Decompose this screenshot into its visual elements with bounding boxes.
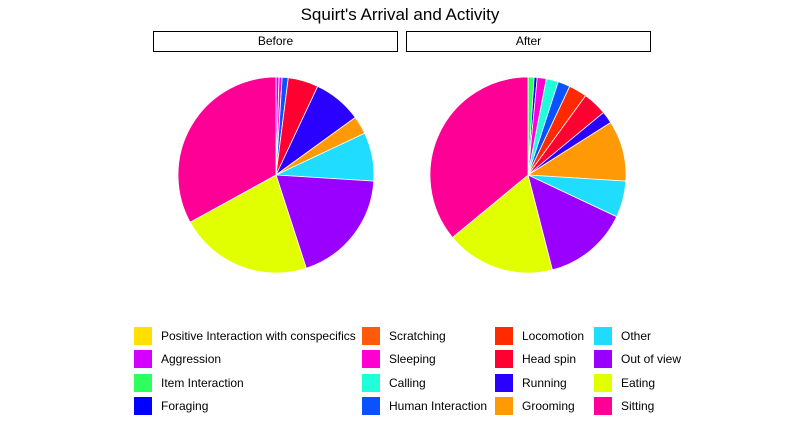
pie-slice-before-eating: [189, 174, 307, 274]
chart-title: Squirt's Arrival and Activity: [300, 5, 500, 24]
pie-before: [177, 76, 375, 274]
panel-strip-before: Before: [153, 31, 398, 52]
pie-slice-after-out-of-view: [527, 174, 618, 271]
panel-strip-after: After: [406, 31, 651, 52]
pie-after: [429, 76, 627, 274]
pie-slice-before-sitting: [177, 76, 277, 223]
pie-slice-before-out-of-view: [275, 174, 375, 269]
pie-slice-after-eating: [451, 174, 553, 274]
pie-slice-after-sitting: [429, 76, 529, 239]
